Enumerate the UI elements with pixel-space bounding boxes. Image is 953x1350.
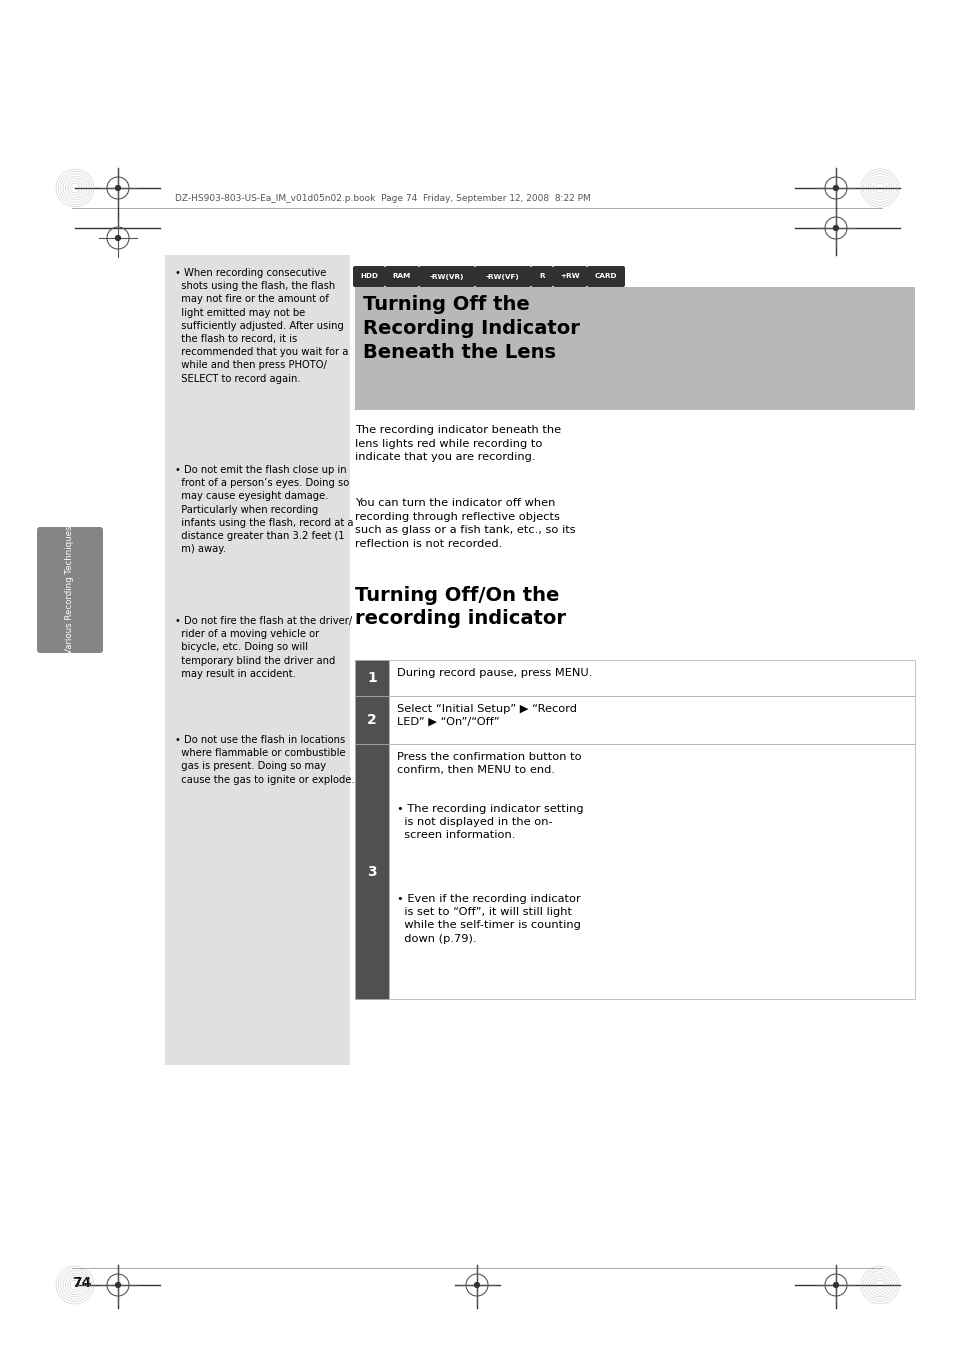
Text: • Do not use the flash in locations
  where flammable or combustible
  gas is pr: • Do not use the flash in locations wher… [174,734,355,784]
Text: • When recording consecutive
  shots using the flash, the flash
  may not fire o: • When recording consecutive shots using… [174,269,348,383]
FancyBboxPatch shape [531,266,553,288]
Text: • Even if the recording indicator
  is set to “Off”, it will still light
  while: • Even if the recording indicator is set… [396,894,580,944]
Text: -RW(VF): -RW(VF) [486,274,519,279]
Circle shape [115,185,120,190]
Text: CARD: CARD [594,274,617,279]
Text: R: R [538,274,544,279]
Text: Press the confirmation button to
confirm, then MENU to end.: Press the confirmation button to confirm… [396,752,581,775]
Text: During record pause, press MENU.: During record pause, press MENU. [396,668,592,678]
Bar [355,744,389,999]
Text: 1: 1 [367,671,376,684]
FancyBboxPatch shape [475,266,531,288]
Circle shape [833,1282,838,1288]
Text: Select “Initial Setup” ▶ “Record
LED” ▶ “On”/“Off”: Select “Initial Setup” ▶ “Record LED” ▶ … [396,703,577,726]
FancyBboxPatch shape [37,526,103,653]
Text: You can turn the indicator off when
recording through reflective objects
such as: You can turn the indicator off when reco… [355,498,575,549]
Text: RAM: RAM [393,274,411,279]
Text: DZ-HS903-803-US-Ea_IM_v01d05n02.p.book  Page 74  Friday, September 12, 2008  8:2: DZ-HS903-803-US-Ea_IM_v01d05n02.p.book P… [174,194,590,202]
Circle shape [115,236,120,240]
Bar [389,660,914,697]
Circle shape [833,225,838,231]
Text: Turning Off the
Recording Indicator
Beneath the Lens: Turning Off the Recording Indicator Bene… [363,296,579,363]
Circle shape [115,1282,120,1288]
FancyBboxPatch shape [353,266,385,288]
FancyBboxPatch shape [586,266,624,288]
Bar [355,660,389,697]
Text: • Do not emit the flash close up in
  front of a person’s eyes. Doing so
  may c: • Do not emit the flash close up in fron… [174,464,354,555]
Text: Various Recording Techniques: Various Recording Techniques [66,525,74,655]
FancyBboxPatch shape [553,266,586,288]
Bar [355,288,914,410]
Text: HDD: HDD [359,274,377,279]
Circle shape [474,1282,479,1288]
Text: 3: 3 [367,864,376,879]
Text: • Do not fire the flash at the driver/
  rider of a moving vehicle or
  bicycle,: • Do not fire the flash at the driver/ r… [174,616,352,679]
Bar [389,744,914,999]
Text: • The recording indicator setting
  is not displayed in the on-
  screen informa: • The recording indicator setting is not… [396,805,583,841]
Text: +RW: +RW [559,274,579,279]
FancyBboxPatch shape [418,266,475,288]
Text: 74: 74 [71,1276,91,1291]
Bar [389,697,914,744]
Bar [355,697,389,744]
Text: The recording indicator beneath the
lens lights red while recording to
indicate : The recording indicator beneath the lens… [355,425,560,462]
Circle shape [833,185,838,190]
Text: -RW(VR): -RW(VR) [430,274,464,279]
Text: 2: 2 [367,713,376,728]
Bar [165,255,350,1065]
Text: Turning Off/On the
recording indicator: Turning Off/On the recording indicator [355,586,565,629]
FancyBboxPatch shape [385,266,418,288]
